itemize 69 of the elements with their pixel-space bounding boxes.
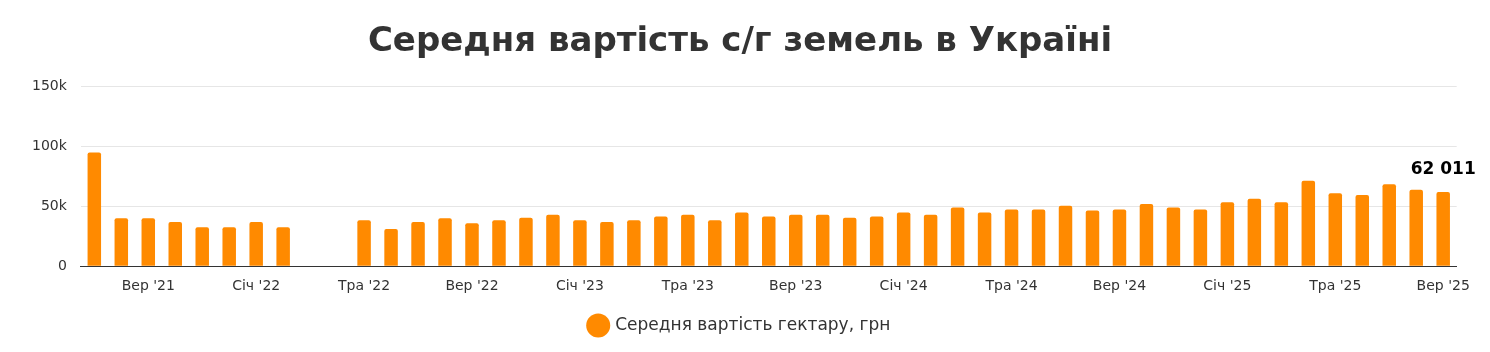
x-tick-label: Вер '22	[445, 277, 499, 294]
y-tick-label: 0	[57, 256, 67, 273]
y-tick-label: 50k	[40, 197, 68, 214]
x-tick-label: Тра '25	[1308, 277, 1362, 294]
bar	[950, 207, 965, 266]
bar	[788, 214, 803, 266]
x-tick-label: Вер '24	[1092, 277, 1147, 294]
x-tick-label: Січ '25	[1203, 277, 1252, 294]
bar	[249, 221, 263, 266]
bar	[1058, 205, 1073, 266]
bar	[573, 220, 587, 266]
bar	[681, 214, 695, 266]
x-tick-label: Тра '24	[984, 277, 1038, 294]
bar	[465, 223, 479, 266]
x-tick-label: Січ '22	[232, 277, 281, 294]
y-tick-label: 100k	[31, 137, 68, 154]
bar	[869, 216, 884, 266]
bar	[222, 227, 236, 266]
bar	[842, 217, 857, 266]
bar	[1409, 189, 1423, 266]
bar	[141, 218, 156, 266]
bar	[519, 217, 533, 266]
bar	[357, 220, 371, 266]
data-label: 62 011	[1410, 157, 1476, 178]
bar	[1193, 209, 1208, 266]
bar	[195, 227, 209, 266]
x-tick-label: Вер '21	[121, 277, 175, 294]
bar	[168, 221, 182, 266]
bar	[1301, 180, 1316, 266]
bar	[735, 212, 749, 266]
chart-title: Середня вартість с/г земель в Україні	[367, 19, 1113, 60]
y-tick-label: 150k	[31, 77, 68, 94]
x-tick-label: Тра '23	[660, 277, 714, 294]
bar	[1085, 210, 1100, 266]
bar	[600, 221, 614, 266]
bar	[815, 214, 830, 266]
bar	[1436, 192, 1450, 266]
bar	[1328, 193, 1343, 266]
x-tick-label: Вер '23	[769, 277, 823, 294]
legend-label: Середня вартість гектару, грн	[615, 313, 891, 334]
x-tick-label: Вер '25	[1416, 277, 1470, 294]
bar	[276, 227, 290, 266]
bar	[1166, 207, 1181, 266]
bar	[1031, 209, 1046, 266]
bar	[708, 220, 722, 266]
bar	[114, 218, 129, 266]
bar	[1220, 202, 1235, 266]
bar	[627, 220, 641, 266]
bar	[384, 229, 398, 266]
x-tick-label: Тра '22	[337, 277, 391, 294]
bar	[1382, 184, 1396, 266]
bar	[1274, 202, 1289, 266]
bar	[977, 212, 992, 266]
bar	[1355, 195, 1370, 266]
bar	[762, 216, 776, 266]
bar	[654, 216, 668, 266]
bar	[411, 221, 425, 266]
bar	[1112, 209, 1127, 266]
bar	[1139, 204, 1154, 266]
bar	[492, 220, 506, 266]
bar	[1247, 198, 1262, 266]
bar	[923, 214, 938, 266]
x-tick-label: Січ '23	[555, 277, 604, 294]
x-tick-label: Січ '24	[879, 277, 928, 294]
bar	[1004, 209, 1019, 266]
bar	[546, 214, 560, 266]
bar	[438, 218, 452, 266]
bar	[896, 212, 911, 266]
bar	[87, 152, 102, 266]
